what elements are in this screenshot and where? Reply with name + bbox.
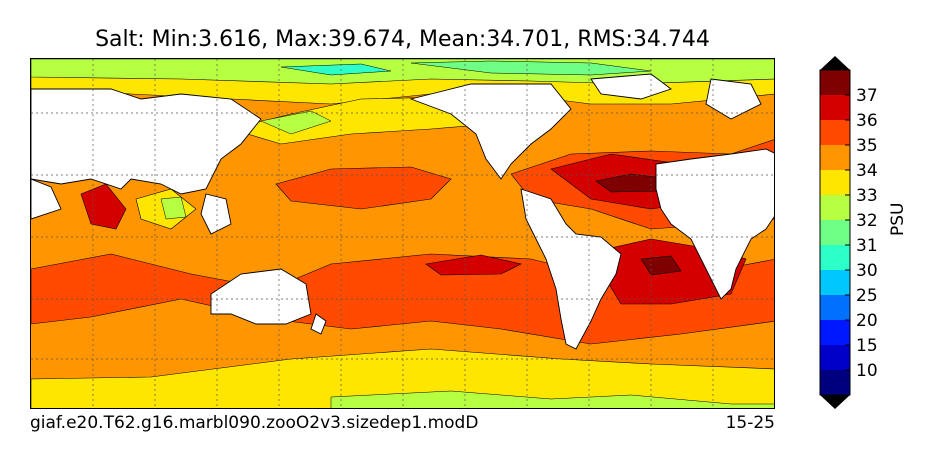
run-name-label: giaf.e20.T62.g16.marbl090.zooO2v3.sizede… [30,413,479,433]
colorbar-segment [820,270,850,295]
colorbar-tick-label: 37 [856,86,878,106]
colorbar-segment [820,220,850,245]
depth-range-label: 15-25 [725,413,775,433]
colorbar-tick-label: 32 [856,211,878,231]
colorbar-segment [820,320,850,345]
colorbar-tick-label: 34 [856,161,878,181]
colorbar-tick-label: 33 [856,186,878,206]
field-30-arctic [280,63,392,76]
colorbar-segment [820,120,850,145]
colorbar-tick-label: 31 [856,236,878,256]
colorbar-label: PSU [888,202,908,237]
colorbar-segment [820,170,850,195]
map-canvas [31,59,774,408]
colorbar-segment [820,145,850,170]
colorbar-segment [820,195,850,220]
colorbar-extend-max [820,56,850,70]
colorbar-segment [820,370,850,395]
colorbar-tick-label: 10 [856,361,878,381]
colorbar: 10 15 20 25 30 31 32 33 34 35 36 37 [819,56,878,409]
field-32-npac [260,110,332,135]
colorbar-segment [820,295,850,320]
colorbar-tick-label: 20 [856,311,878,331]
colorbar-frame [819,69,851,396]
chart-title: Salt: Min:3.616, Max:39.674, Mean:34.701… [95,27,710,52]
colorbar-tick-label: 30 [856,261,878,281]
colorbar-segment [820,95,850,120]
grid-lines [31,59,774,408]
colorbar-tick-label: 36 [856,111,878,131]
colorbar-segment [820,245,850,270]
field-35-npac [275,166,452,210]
colorbar-tick-label: 25 [856,286,878,306]
field-33-south [31,348,774,408]
salinity-map [30,58,775,409]
field-36-arab [80,183,127,230]
colorbar-segment [820,70,850,95]
colorbar-segment [820,345,850,370]
colorbar-tick-label: 35 [856,136,878,156]
colorbar-tick-label: 15 [856,336,878,356]
field-32-south [330,390,774,408]
field-32-bengal [160,196,187,220]
field-36-spac [425,254,522,276]
colorbar-extend-min [820,395,850,409]
land-masses [31,73,774,350]
